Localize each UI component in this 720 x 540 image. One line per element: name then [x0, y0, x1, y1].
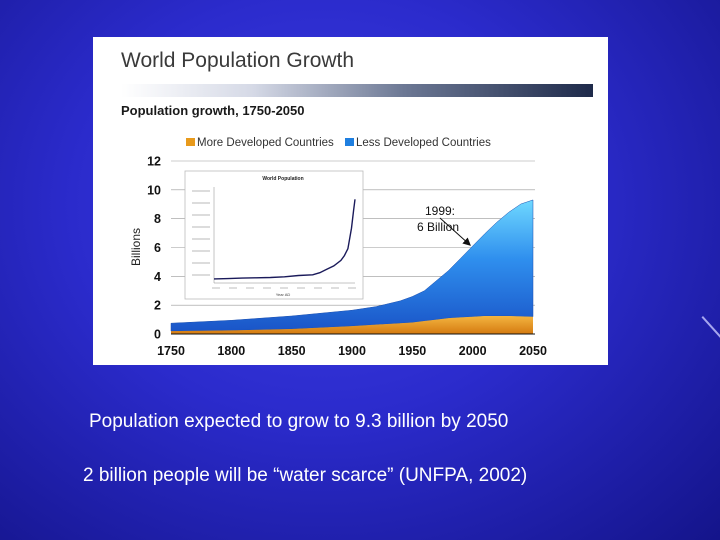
- x-tick-label: 1850: [278, 344, 306, 358]
- axes: 0 2 4 6 8 10 12 1750 1800 1850 1900 1950 2000 2050 Bil…: [129, 155, 547, 359]
- inset-frame: [184, 170, 364, 300]
- y-axis-label: Billions: [129, 228, 143, 266]
- title-underline-bar: [121, 84, 593, 97]
- y-tick-label: 2: [154, 299, 161, 313]
- x-tick-label: 2050: [519, 344, 547, 358]
- population-chart: More Developed Countries Less Developed C…: [129, 137, 547, 359]
- inset-chart: World Population Year AD: [184, 170, 364, 300]
- inset-title: World Population: [262, 176, 303, 182]
- area-series: [170, 199, 534, 334]
- legend-label-less-developed: Less Developed Countries: [356, 137, 491, 149]
- area-more-developed: [171, 315, 533, 334]
- y-tick-label: 0: [154, 328, 161, 342]
- annotation-line-1: 1999:: [425, 204, 455, 218]
- x-tick-label: 2000: [459, 344, 487, 358]
- caption-line-2: 2 billion people will be “water scarce” …: [83, 465, 528, 486]
- y-tick-label: 4: [154, 270, 161, 284]
- legend-swatch-more-developed: [186, 138, 195, 146]
- x-tick-label: 1950: [398, 344, 426, 358]
- annotation-line-2: 6 Billion: [417, 220, 459, 234]
- caption-line-1: Population expected to grow to 9.3 billi…: [89, 411, 509, 432]
- chart-subtitle: Population growth, 1750-2050: [121, 103, 305, 118]
- legend-swatch-less-developed: [345, 138, 354, 146]
- annotation: 1999: 6 Billion: [417, 204, 471, 246]
- decorative-line: [701, 316, 720, 340]
- y-tick-label: 8: [154, 212, 161, 226]
- legend: More Developed Countries Less Developed C…: [186, 137, 491, 149]
- inset-x-label: Year AD: [276, 292, 291, 297]
- inset-line: [213, 199, 356, 280]
- x-tick-label: 1750: [157, 344, 185, 358]
- figure-title: World Population Growth: [121, 49, 355, 72]
- x-tick-label: 1800: [217, 344, 245, 358]
- y-tick-label: 6: [154, 241, 161, 255]
- chart-figure: World Population Growth Population growt…: [93, 37, 608, 365]
- y-tick-label: 12: [147, 155, 161, 169]
- y-tick-label: 10: [147, 183, 161, 197]
- annotation-arrow: [439, 217, 471, 246]
- x-tick-label: 1900: [338, 344, 366, 358]
- legend-label-more-developed: More Developed Countries: [197, 137, 334, 149]
